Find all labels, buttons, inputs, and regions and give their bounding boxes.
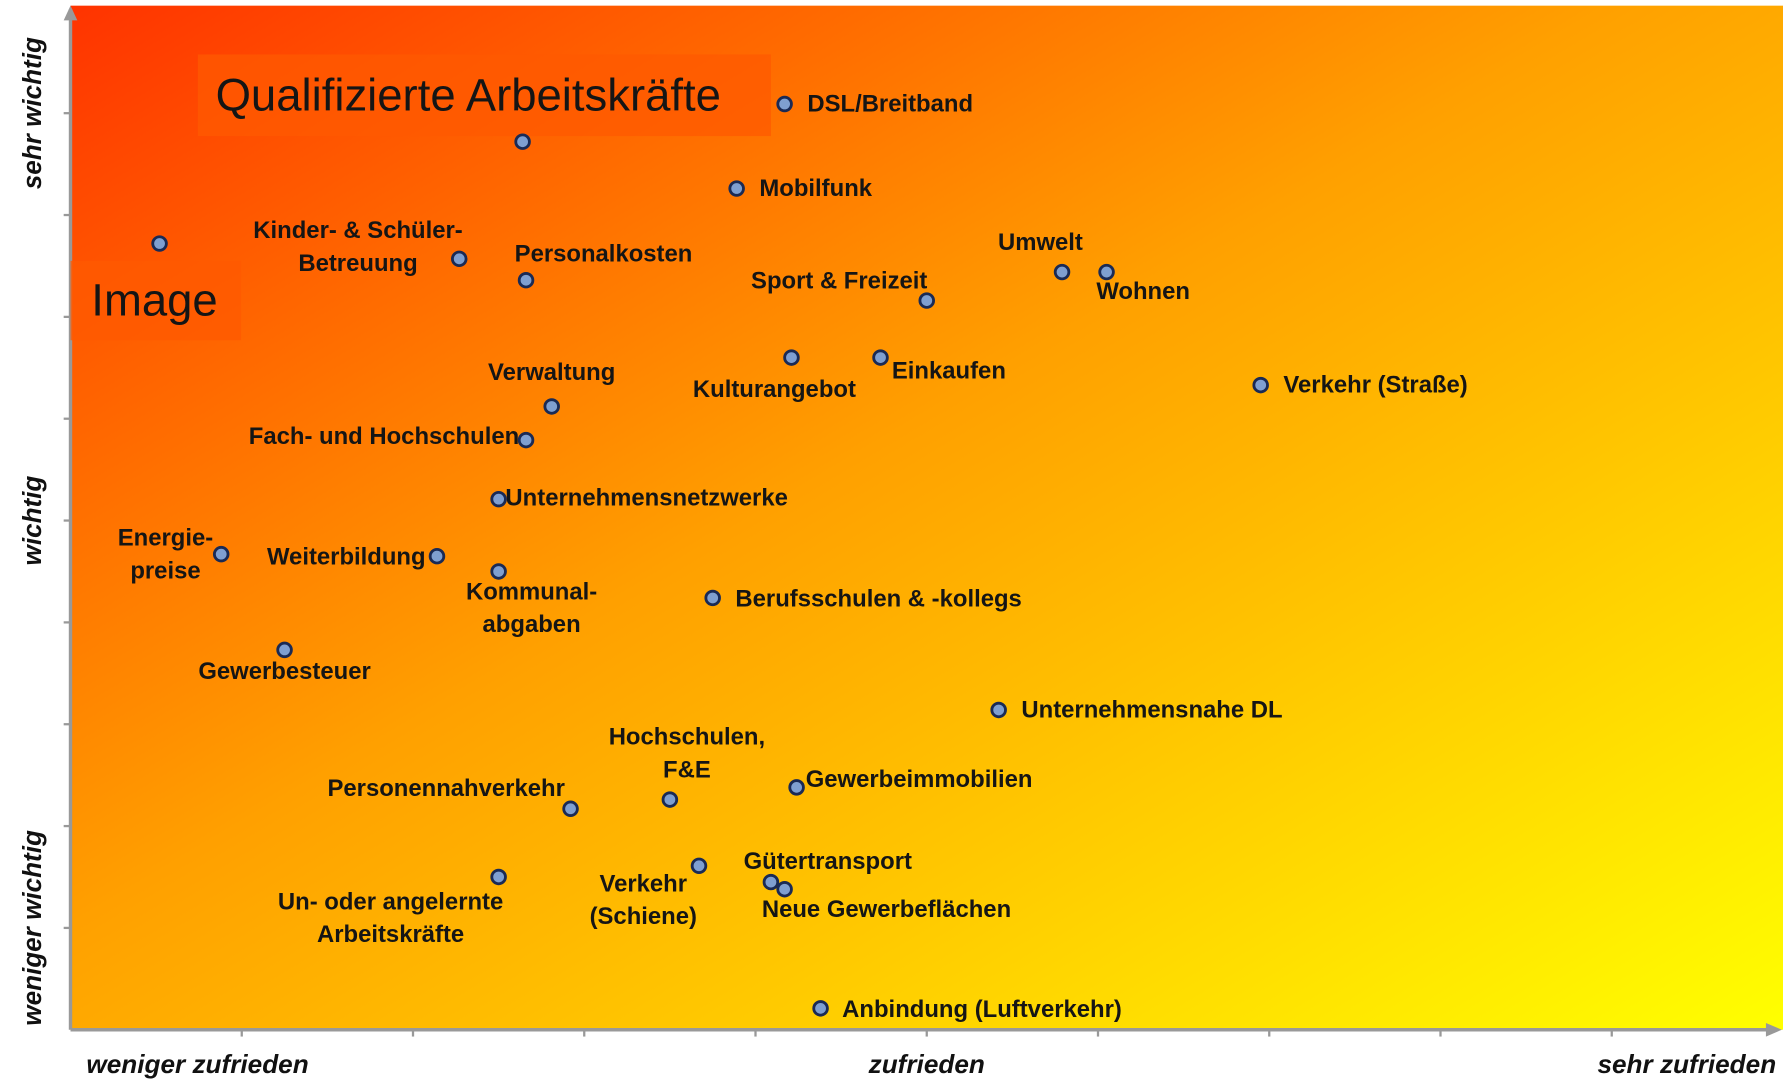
point [517,271,535,289]
point-label: Neue Gewerbeflächen [762,896,1011,923]
x-tick-label: zufrieden [868,1049,985,1079]
point [276,641,293,659]
point [704,589,721,607]
point-label: Verwaltung [488,359,615,386]
point-label: Umwelt [998,229,1083,256]
x-tick-label: weniger zufrieden [86,1049,308,1079]
point-label: Arbeitskräfte [317,921,464,948]
point [872,349,889,366]
point-label: Gütertransport [744,848,912,875]
point-label: Kinder- & Schüler- [253,217,462,244]
point [762,873,780,891]
point-label: Betreuung [298,250,417,277]
y-tick-label: wichtig [17,476,47,566]
point [490,563,507,580]
point-label: Weiterbildung [267,544,426,571]
point [661,791,679,808]
label-box [70,260,242,341]
point [490,868,507,886]
point-label: Fach- und Hochschulen [249,423,519,450]
point [428,547,446,565]
point-label: Mobilfunk [759,175,872,202]
point [1053,263,1071,281]
point [1098,263,1115,281]
point [690,857,708,875]
point-label: preise [130,558,200,585]
point-label: Qualifizierte Arbeitskräfte [216,70,721,121]
point [1252,376,1269,394]
point [212,545,230,563]
point-label: Personalkosten [515,241,693,268]
point [450,250,468,268]
point [728,180,745,197]
point [490,490,507,508]
plot-background [70,5,1783,1030]
x-axis-arrow [1765,1022,1782,1037]
x-tick-label: sehr zufrieden [1597,1049,1776,1079]
point [788,779,805,796]
point-label: Un- oder angelernte [278,888,503,915]
point [151,235,168,252]
point-label: Verkehr (Straße) [1283,372,1467,399]
point-label: Einkaufen [892,358,1006,385]
point [918,292,935,309]
point-label: Personennahverkehr [327,775,564,802]
point [543,398,560,415]
point-label: DSL/Breitband [807,90,973,117]
point-label: F&E [663,757,711,784]
y-tick-label: weniger wichtig [17,830,47,1026]
point-label: Gewerbeimmobilien [806,766,1033,793]
y-axis-arrow [63,5,78,21]
point-label: Energie- [118,525,213,552]
point-label: Image [91,275,217,326]
point-label: Gewerbesteuer [198,658,370,685]
label-box [197,54,771,137]
point-label: abgaben [483,611,581,638]
point [776,95,793,113]
y-tick-label: sehr wichtig [17,37,47,189]
point [776,880,793,898]
point-label: Anbindung (Luftverkehr) [842,996,1122,1023]
point [517,431,535,449]
point [812,1000,829,1017]
point-label: Kulturangebot [693,376,856,403]
point-label: Sport & Freizeit [751,268,927,295]
point-label: Berufsschulen & -kollegs [735,586,1021,613]
point-label: Kommunal- [466,578,597,605]
point [990,701,1007,719]
point [783,349,800,366]
point-label: Unternehmensnetzwerke [505,484,787,511]
point-label: Hochschulen, [609,724,765,751]
point-label: (Schiene) [590,903,697,930]
point-label: Wohnen [1096,278,1190,305]
point [514,133,531,150]
point-label: Verkehr [599,870,687,897]
point-label: Unternehmensnahe DL [1021,696,1282,723]
point [562,800,579,817]
